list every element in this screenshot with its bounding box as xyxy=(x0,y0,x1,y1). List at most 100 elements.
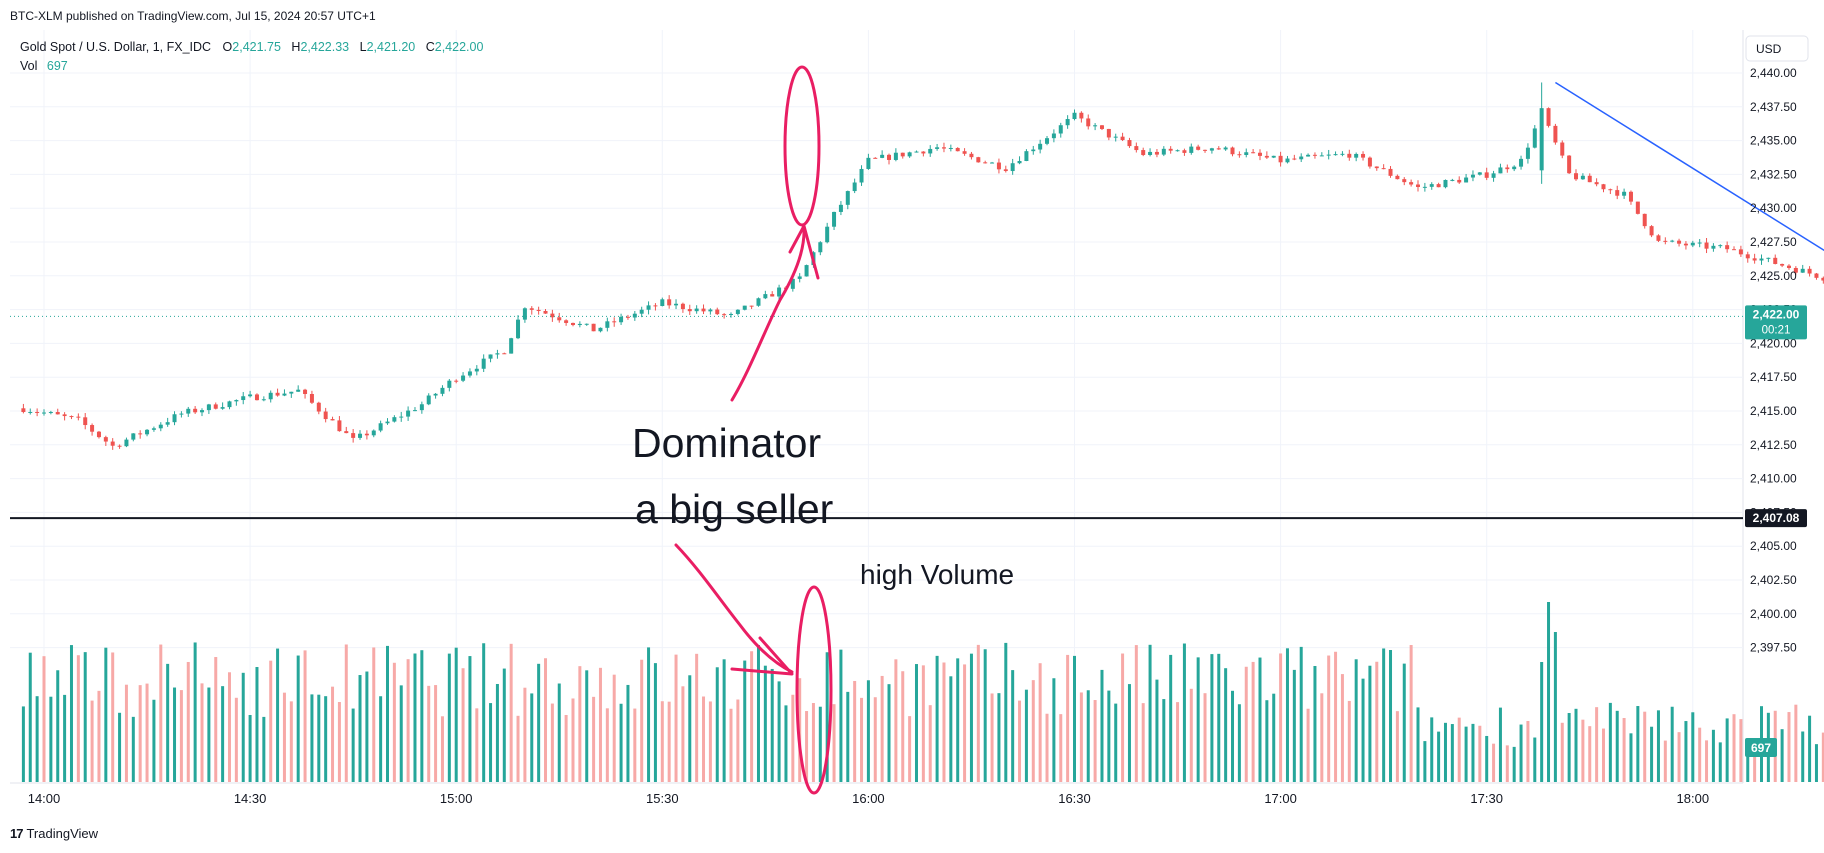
candle-body xyxy=(1285,158,1290,163)
volume-bar xyxy=(166,663,170,782)
candle-body xyxy=(151,428,156,430)
volume-bar xyxy=(860,697,864,782)
volume-bar xyxy=(42,656,46,782)
candle-body xyxy=(289,391,294,394)
candle-body xyxy=(1374,166,1379,169)
price-tick-label: 2,412.50 xyxy=(1750,438,1797,452)
candle-body xyxy=(1354,153,1359,158)
candle-body xyxy=(914,151,919,153)
volume-bar xyxy=(379,696,383,782)
candle-body xyxy=(1532,128,1537,148)
candle-body xyxy=(598,327,603,332)
candle-body xyxy=(742,305,747,310)
volume-bar xyxy=(1814,744,1818,782)
candle-body xyxy=(433,393,438,396)
candle-body xyxy=(591,323,596,332)
volume-bar xyxy=(1526,720,1530,782)
candle-body xyxy=(158,424,163,429)
volume-bar xyxy=(770,668,774,782)
candle-body xyxy=(378,423,383,431)
time-tick-label: 14:00 xyxy=(28,791,61,806)
price-axis[interactable]: 2,440.00 2,437.50 2,435.00 2,432.50 2,430.00… xyxy=(1750,66,1797,655)
candle-body xyxy=(21,408,26,413)
candle-body xyxy=(1340,153,1345,155)
candle-body xyxy=(261,399,266,401)
volume-bar xyxy=(1148,644,1152,782)
candle-body xyxy=(639,309,644,314)
volume-bar xyxy=(990,693,994,782)
candle-body xyxy=(1539,108,1544,171)
candle-body xyxy=(364,433,369,436)
candle-body xyxy=(42,412,46,414)
volume-bar xyxy=(200,683,204,782)
time-axis[interactable]: 14:00 14:30 15:00 15:30 16:00 16:30 17:00 17:30… xyxy=(28,791,1824,806)
candle-body xyxy=(303,389,308,394)
volume-bar xyxy=(550,703,554,782)
volume-bar xyxy=(1622,717,1626,782)
candle-body xyxy=(625,316,630,318)
candle-body xyxy=(832,211,837,227)
volume-bar xyxy=(736,699,740,782)
candle-body xyxy=(330,419,335,421)
candle-body xyxy=(1209,148,1214,151)
volume-bar xyxy=(901,671,905,782)
candle-body xyxy=(955,147,960,152)
volume-bar xyxy=(873,697,877,782)
volume-bar xyxy=(1601,728,1605,782)
candle-body xyxy=(1793,267,1798,273)
volume-bar xyxy=(1292,669,1296,782)
volume-bar xyxy=(1485,735,1489,782)
volume-bar xyxy=(750,651,754,782)
volume-bar xyxy=(1231,690,1235,782)
candle-body xyxy=(1113,136,1118,138)
volume-bar xyxy=(832,704,836,782)
volume-bar xyxy=(1093,700,1097,782)
candle-body xyxy=(522,308,527,320)
volume-bar xyxy=(605,708,609,782)
price-tick-label: 2,435.00 xyxy=(1750,134,1797,148)
volume-bar xyxy=(1086,690,1090,782)
volume-bar xyxy=(1045,713,1049,782)
tradingview-footer[interactable]: 17 TradingView xyxy=(10,826,98,841)
volume-bar xyxy=(1821,732,1824,782)
volume-bar xyxy=(784,705,788,782)
volume-bar xyxy=(131,716,135,782)
candle-body xyxy=(117,445,122,447)
candle-body xyxy=(1649,226,1654,236)
candle-body xyxy=(454,380,459,382)
candle-body xyxy=(1525,147,1530,159)
volume-bar xyxy=(949,676,953,782)
volume-bar xyxy=(612,674,616,782)
volume-bar xyxy=(1141,703,1145,782)
candle-body xyxy=(1141,150,1146,155)
candle-body xyxy=(1031,149,1036,152)
candle-body xyxy=(1759,258,1764,261)
candle-body xyxy=(1278,155,1283,163)
volume-bar xyxy=(1244,666,1248,782)
volume-bar xyxy=(310,694,314,782)
volume-bar xyxy=(702,696,706,782)
pink-pointer-arrowhead-up xyxy=(788,224,820,280)
candle-body xyxy=(83,417,88,426)
time-tick-label: 16:30 xyxy=(1058,791,1091,806)
volume-bar xyxy=(63,694,67,782)
volume-bar xyxy=(221,686,225,782)
candle-body xyxy=(1120,136,1125,141)
currency-button[interactable]: USD xyxy=(1745,35,1809,62)
current-price-badge: 2,422.00 00:21 xyxy=(1745,305,1807,340)
candle-body xyxy=(701,308,706,312)
volume-bar xyxy=(56,670,60,782)
candle-body xyxy=(996,162,1001,170)
volume-bar xyxy=(1031,680,1035,782)
candle-body xyxy=(1807,268,1812,274)
volume-bar xyxy=(21,706,25,782)
candle-body xyxy=(399,416,404,418)
volume-bar xyxy=(1505,745,1509,782)
volume-bar xyxy=(674,654,678,782)
volume-bar xyxy=(1416,707,1420,782)
volume-bar xyxy=(248,714,252,782)
volume-bar xyxy=(331,686,335,782)
volume-bar xyxy=(1313,665,1317,782)
trend-arrow-down-1[interactable] xyxy=(1555,81,1824,352)
